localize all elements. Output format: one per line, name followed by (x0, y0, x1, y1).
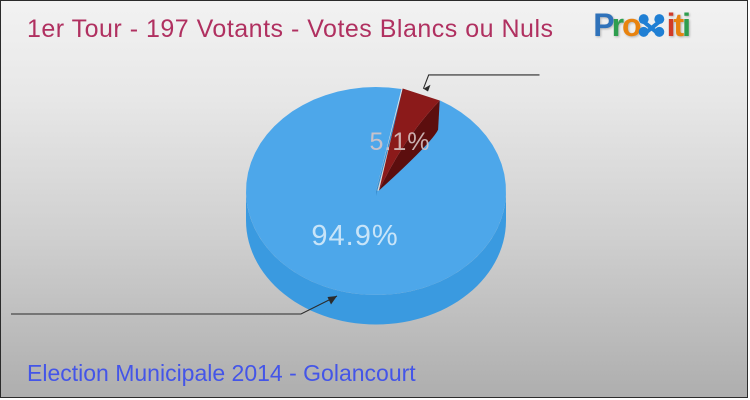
svg-text:94.9%: 94.9% (311, 220, 398, 252)
svg-text:5.1%: 5.1% (370, 128, 431, 156)
